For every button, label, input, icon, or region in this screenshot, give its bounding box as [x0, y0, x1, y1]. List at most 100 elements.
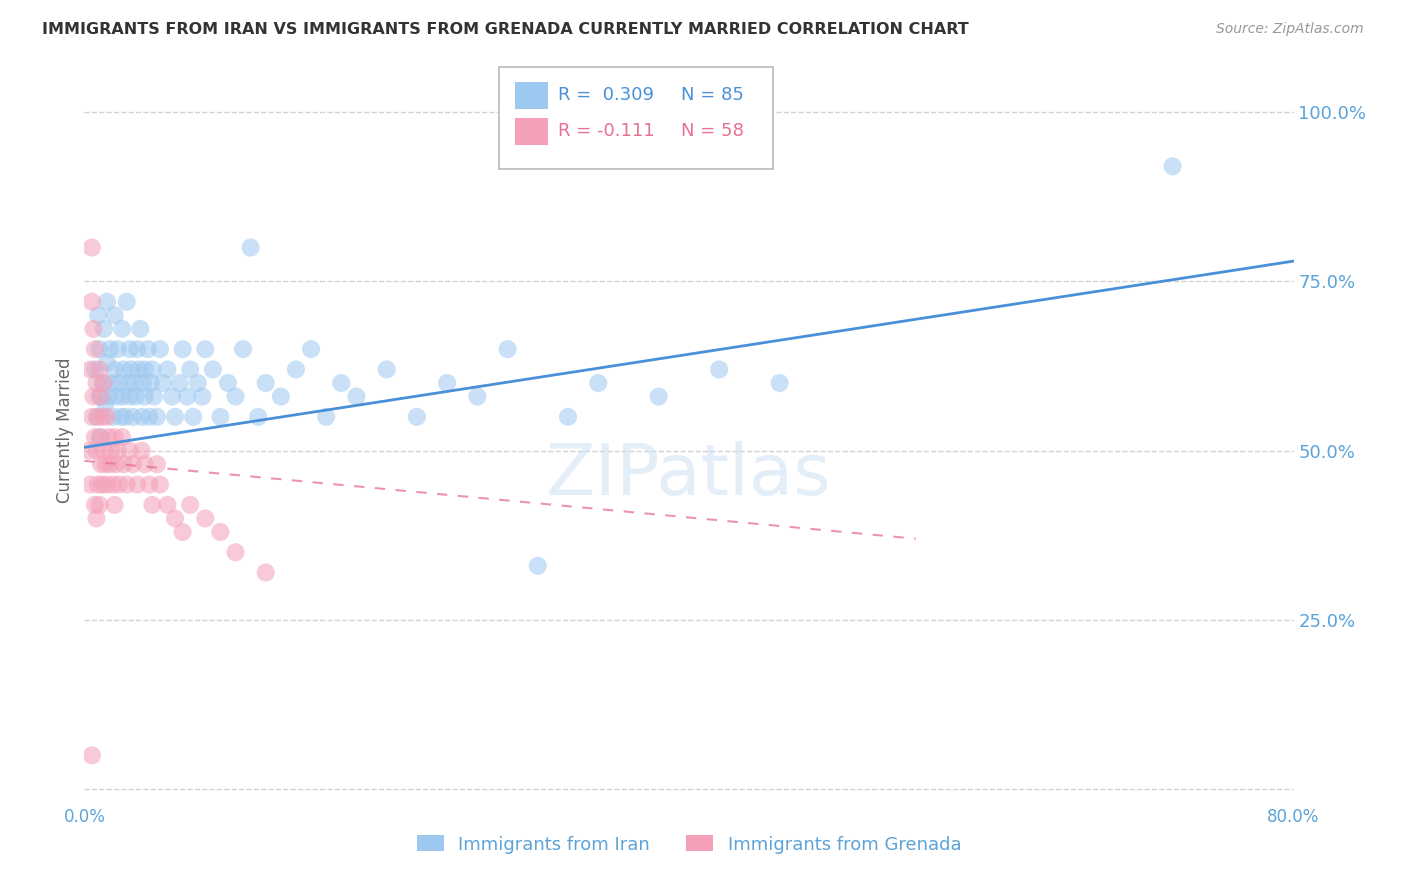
Point	[115, 294, 138, 309]
Point	[79, 362, 101, 376]
Point	[89, 498, 111, 512]
Point	[527, 558, 550, 573]
Text: N = 85: N = 85	[681, 87, 744, 104]
Point	[127, 342, 149, 356]
Point	[134, 362, 156, 376]
Point	[172, 342, 194, 356]
Point	[117, 376, 139, 390]
Point	[179, 362, 201, 376]
Point	[225, 390, 247, 404]
Point	[557, 409, 579, 424]
Point	[128, 362, 150, 376]
Point	[254, 566, 277, 580]
Point	[91, 409, 114, 424]
Point	[136, 342, 159, 356]
Text: ZIPatlas: ZIPatlas	[546, 441, 832, 509]
Point	[160, 390, 183, 404]
Point	[101, 409, 124, 424]
Point	[93, 443, 115, 458]
Point	[194, 511, 217, 525]
Point	[84, 498, 107, 512]
Point	[156, 362, 179, 376]
Point	[121, 409, 143, 424]
Point	[131, 409, 153, 424]
Point	[90, 390, 112, 404]
Point	[80, 748, 103, 763]
Point	[84, 342, 107, 356]
Point	[122, 376, 145, 390]
Point	[107, 342, 129, 356]
Point	[86, 443, 108, 458]
Point	[82, 322, 104, 336]
Point	[118, 443, 141, 458]
Point	[209, 524, 232, 539]
Point	[239, 241, 262, 255]
Point	[270, 390, 292, 404]
Point	[225, 545, 247, 559]
Point	[179, 498, 201, 512]
Point	[247, 409, 270, 424]
Point	[100, 443, 122, 458]
Point	[141, 498, 163, 512]
Point	[330, 376, 353, 390]
Point	[105, 457, 128, 471]
Point	[107, 443, 129, 458]
Point	[648, 390, 671, 404]
Point	[169, 376, 191, 390]
Point	[146, 409, 169, 424]
Point	[315, 409, 337, 424]
Point	[588, 376, 610, 390]
Point	[111, 390, 134, 404]
Point	[86, 376, 108, 390]
Point	[111, 322, 134, 336]
Point	[191, 390, 214, 404]
Point	[84, 430, 107, 444]
Point	[94, 396, 117, 410]
Point	[80, 294, 103, 309]
Point	[93, 376, 115, 390]
Point	[138, 409, 160, 424]
Point	[142, 390, 165, 404]
Point	[89, 362, 111, 376]
Point	[152, 376, 174, 390]
Point	[139, 376, 162, 390]
Point	[406, 409, 429, 424]
Y-axis label: Currently Married: Currently Married	[56, 358, 75, 503]
Point	[96, 294, 118, 309]
Point	[101, 477, 124, 491]
Point	[346, 390, 368, 404]
Point	[80, 241, 103, 255]
Point	[194, 342, 217, 356]
Point	[104, 362, 127, 376]
Point	[149, 477, 172, 491]
Point	[114, 409, 136, 424]
Point	[121, 457, 143, 471]
Point	[82, 390, 104, 404]
Point	[96, 409, 118, 424]
Point	[467, 390, 489, 404]
Point	[91, 376, 114, 390]
Point	[172, 524, 194, 539]
Point	[769, 376, 792, 390]
Point	[108, 376, 131, 390]
Point	[104, 308, 127, 322]
Point	[108, 477, 131, 491]
Point	[125, 390, 148, 404]
Point	[181, 409, 204, 424]
Point	[98, 457, 121, 471]
Point	[165, 409, 187, 424]
Point	[90, 457, 112, 471]
Point	[120, 362, 142, 376]
Point	[254, 376, 277, 390]
Point	[110, 409, 132, 424]
Point	[146, 457, 169, 471]
Point	[118, 390, 141, 404]
Point	[132, 376, 155, 390]
Point	[84, 362, 107, 376]
Point	[112, 457, 135, 471]
Point	[105, 390, 128, 404]
Point	[80, 409, 103, 424]
Text: IMMIGRANTS FROM IRAN VS IMMIGRANTS FROM GRENADA CURRENTLY MARRIED CORRELATION CH: IMMIGRANTS FROM IRAN VS IMMIGRANTS FROM …	[42, 22, 969, 37]
Point	[96, 356, 118, 370]
Point	[89, 342, 111, 356]
